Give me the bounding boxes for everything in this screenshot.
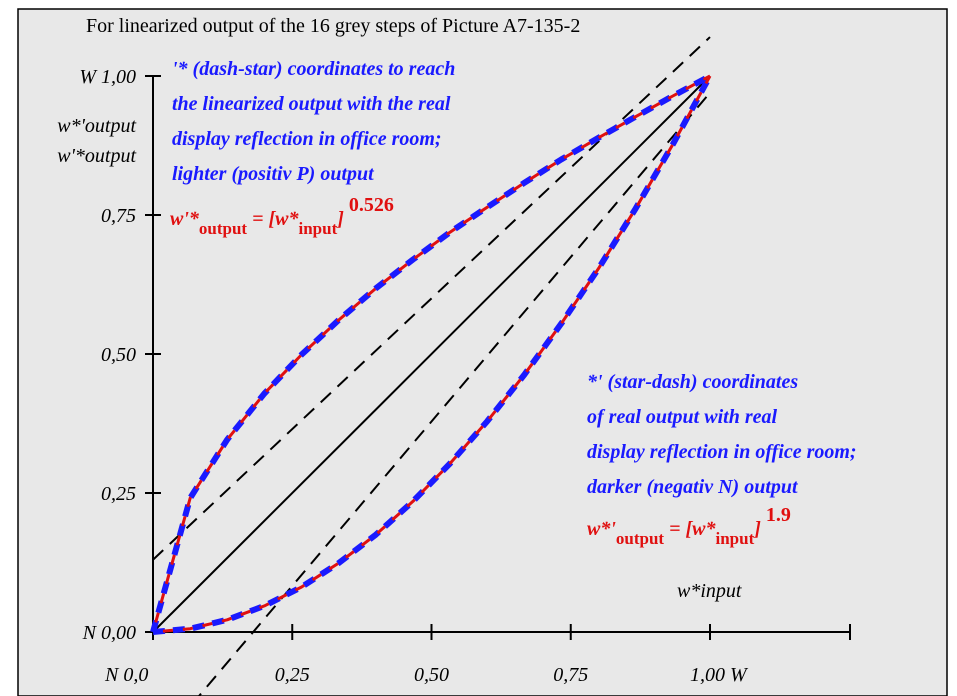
y-tick-label-3: 0,75 <box>101 205 136 227</box>
y-tick-label-0: N 0,00 <box>82 622 136 644</box>
y-axis-label-line-3: w'*output <box>57 145 136 167</box>
plot-background <box>17 8 948 696</box>
data-curves <box>150 73 713 635</box>
upper-formula-lhs: w'* <box>170 208 200 230</box>
lower-note-line-4: darker (negativ N) output <box>587 476 799 498</box>
upper-formula-close: ] <box>335 208 344 230</box>
upper-formula: w'*output = [w*input]0.526 <box>170 194 394 238</box>
axis-labels: N 0,0 0,25 0,50 0,75 1,00 W N 0,00 0,25 0,50 0,7… <box>57 66 749 686</box>
upper-formula-lhs-sub: output <box>199 219 248 238</box>
x-tick-label-2: 0,50 <box>414 664 449 686</box>
lower-formula: w*'output = [w*input]1.9 <box>587 504 791 548</box>
lower-note-line-2: of real output with real <box>587 406 777 428</box>
y-tick-label-1: 0,25 <box>101 483 136 505</box>
lower-formula-mid: = [w* <box>664 518 716 540</box>
upper-formula-mid: = [w* <box>247 208 299 230</box>
x-tick-label-1: 0,25 <box>275 664 310 686</box>
lower-formula-lhs-sub: output <box>616 529 665 548</box>
y-axis-label-line-2: w*'output <box>57 115 136 137</box>
lower-formula-exponent: 1.9 <box>766 504 791 526</box>
upper-note-line-2: the linearized output with the real <box>172 93 451 115</box>
upper-note: '* (dash-star) coordinates to reach the … <box>172 58 455 185</box>
lower-formula-close: ] <box>752 518 761 540</box>
curve-2-red <box>152 75 712 634</box>
x-tick-label-0: N 0,0 <box>104 664 148 686</box>
x-tick-label-3: 0,75 <box>553 664 588 686</box>
upper-note-line-3: display reflection in office room; <box>172 128 442 150</box>
reference-line-1 <box>152 75 711 633</box>
reference-line-2 <box>152 36 711 561</box>
lower-note-line-1: *' (star-dash) coordinates <box>587 371 798 393</box>
chart-title: For linearized output of the 16 grey ste… <box>86 15 580 37</box>
x-axis-label: w*input <box>677 580 742 602</box>
reference-line-3 <box>197 92 711 696</box>
lower-note-line-3: display reflection in office room; <box>587 441 857 463</box>
upper-formula-exponent: 0.526 <box>349 194 394 216</box>
y-axis-label-line-1: W 1,00 <box>79 66 136 88</box>
upper-note-line-4: lighter (positiv P) output <box>172 163 375 185</box>
lower-note: *' (star-dash) coordinates of real outpu… <box>587 371 857 498</box>
x-tick-label-4: 1,00 W <box>690 664 749 686</box>
curve-1-red <box>151 74 711 633</box>
upper-note-line-1: '* (dash-star) coordinates to reach <box>172 58 455 80</box>
upper-formula-mid-sub: input <box>299 219 338 238</box>
reference-lines <box>152 36 711 696</box>
y-tick-label-2: 0,50 <box>101 344 136 366</box>
lower-formula-mid-sub: input <box>716 529 755 548</box>
lower-formula-lhs: w*' <box>587 518 616 540</box>
